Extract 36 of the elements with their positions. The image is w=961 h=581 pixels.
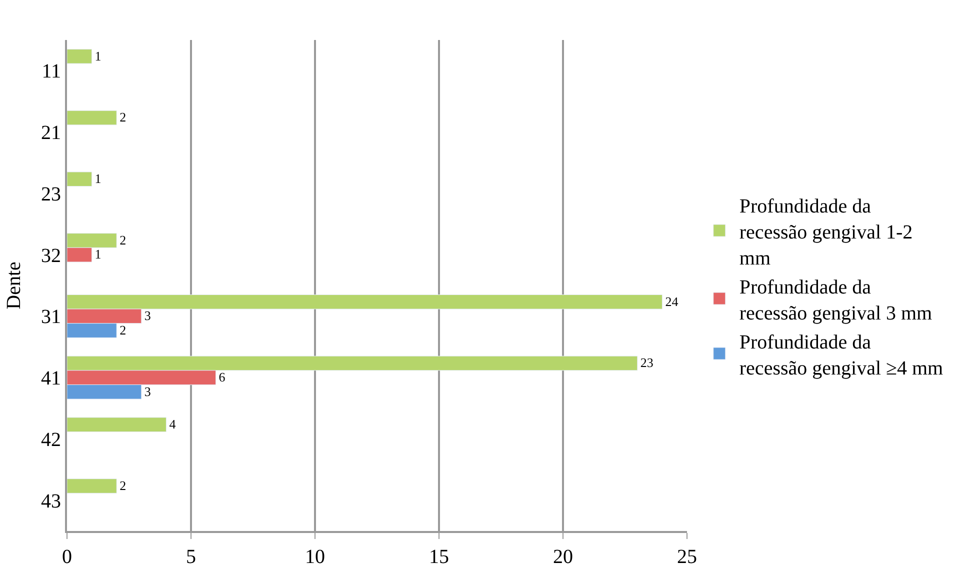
legend-label: Profundidade da recessão gengival 3 mm [739,276,933,324]
x-tick-label: 25 [677,546,697,568]
x-tick-label: 5 [186,546,196,568]
x-tick-label: 10 [305,546,325,568]
bar [67,110,117,126]
bar [67,417,166,432]
legend-label: Profundidade da recessão gengival 1-2 mm [739,195,913,270]
x-tick-label: 20 [553,546,573,568]
data-label: 1 [94,171,102,186]
data-label: 4 [169,416,176,432]
data-label: 3 [144,384,151,399]
y-tick-label: 43 [41,490,61,512]
y-tick-label: 11 [42,60,61,83]
data-label: 3 [144,308,151,324]
y-tick-label: 21 [41,122,61,144]
bar [67,172,92,187]
y-tick-label: 42 [41,428,61,451]
data-label: 2 [120,110,126,125]
x-tick-label: 0 [62,546,72,568]
data-label: 6 [218,369,226,384]
y-tick-label: 41 [41,368,61,390]
data-label: 24 [665,294,679,309]
y-axis-title: Dente [3,262,25,310]
bar [67,478,117,494]
bar [67,48,92,64]
y-tick-label: 32 [41,244,61,267]
data-label: 2 [120,322,126,338]
data-label: 1 [94,246,102,262]
data-label: 23 [640,355,654,370]
data-label: 2 [120,232,126,248]
data-label: 1 [94,48,102,64]
data-label: 2 [120,478,126,493]
y-tick-label: 31 [41,306,61,328]
y-tick-label: 23 [41,183,61,206]
legend-label: Profundidade da recessão gengival ≥4 mm [739,331,944,380]
x-tick-label: 15 [429,546,449,568]
